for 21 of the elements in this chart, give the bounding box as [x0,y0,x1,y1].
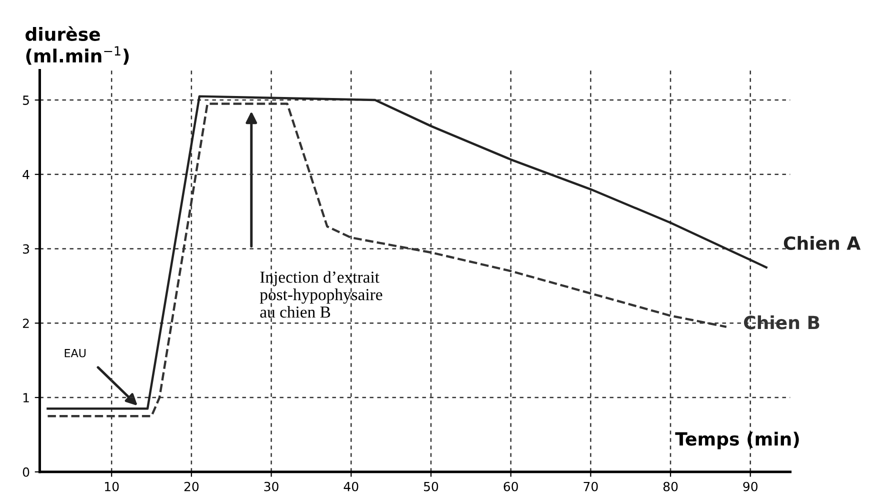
x-tick-label: 20 [184,482,199,492]
x-tick-label: 30 [264,482,278,492]
x-tick-label: 50 [424,482,438,492]
x-axis-title: Temps (min) [675,432,799,450]
x-tick-label: 90 [743,482,758,492]
series-label: Chien A [784,236,861,250]
x-tick-label: 80 [663,482,678,492]
y-tick-label: 3 [23,244,30,254]
y-tick-label: 1 [23,393,29,402]
annotation: EAU [64,349,86,358]
series-label: Chien B [744,315,820,330]
y-axis-title: diurèse (ml.min$^{−1}$) [26,26,129,65]
y-tick-label: 2 [22,318,29,328]
y-tick-label: 5 [23,96,29,105]
x-tick-label: 40 [344,482,358,492]
x-tick-label: 60 [504,482,518,492]
annotation: Injection d’extrait post-hypophysaire au chien B [260,271,382,318]
x-tick-label: 10 [105,482,119,492]
x-tick-label: 70 [584,482,598,492]
y-tick-label: 4 [22,170,30,180]
y-tick-label: 0 [22,467,30,477]
